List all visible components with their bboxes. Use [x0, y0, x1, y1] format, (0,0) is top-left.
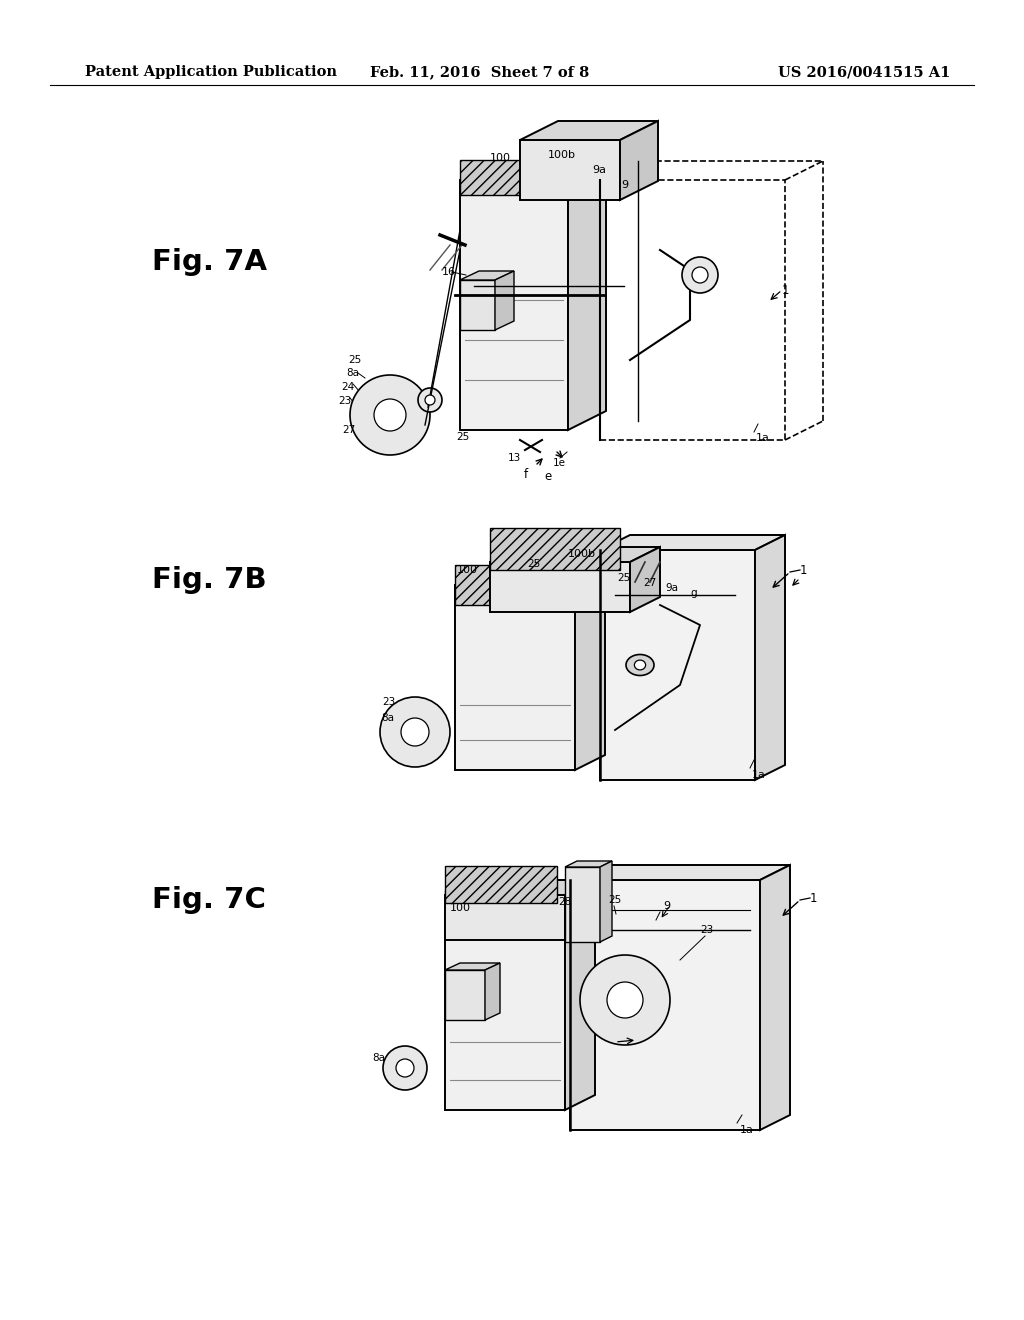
Text: f: f — [524, 467, 528, 480]
Polygon shape — [600, 550, 755, 780]
Polygon shape — [445, 880, 595, 895]
Text: 9a: 9a — [592, 165, 606, 176]
Text: 23: 23 — [338, 396, 351, 407]
Polygon shape — [490, 562, 630, 612]
Text: 9: 9 — [663, 902, 670, 911]
Polygon shape — [565, 880, 595, 940]
Circle shape — [692, 267, 708, 282]
Text: e: e — [544, 470, 551, 483]
Text: 100: 100 — [490, 153, 511, 162]
Polygon shape — [445, 900, 595, 915]
Circle shape — [383, 1045, 427, 1090]
Text: g: g — [690, 587, 696, 598]
Polygon shape — [565, 861, 612, 867]
Text: 28: 28 — [558, 898, 571, 907]
Circle shape — [418, 388, 442, 412]
Polygon shape — [455, 570, 605, 585]
Text: Fig. 7B: Fig. 7B — [152, 566, 266, 594]
Text: 1e: 1e — [553, 458, 566, 469]
Text: 13: 13 — [508, 453, 521, 463]
Bar — [460, 160, 568, 195]
Circle shape — [682, 257, 718, 293]
Polygon shape — [445, 964, 500, 970]
Polygon shape — [485, 964, 500, 1020]
Text: 8a: 8a — [346, 368, 359, 378]
Polygon shape — [495, 271, 514, 330]
Text: 24: 24 — [341, 381, 354, 392]
Text: US 2016/0041515 A1: US 2016/0041515 A1 — [777, 65, 950, 79]
Polygon shape — [520, 121, 658, 140]
Polygon shape — [460, 161, 606, 180]
Bar — [455, 565, 575, 605]
Polygon shape — [460, 280, 495, 330]
Bar — [490, 528, 620, 570]
Circle shape — [350, 375, 430, 455]
Text: 1: 1 — [800, 564, 808, 577]
Polygon shape — [460, 180, 568, 430]
Ellipse shape — [635, 660, 645, 671]
Polygon shape — [570, 880, 760, 1130]
Polygon shape — [755, 535, 785, 780]
Text: 1a: 1a — [752, 770, 766, 780]
Circle shape — [425, 395, 435, 405]
Circle shape — [580, 954, 670, 1045]
Polygon shape — [490, 546, 660, 562]
Text: 27: 27 — [643, 578, 656, 587]
Polygon shape — [520, 140, 620, 201]
Text: 25: 25 — [608, 895, 622, 906]
Text: 100: 100 — [457, 565, 478, 576]
Text: 25: 25 — [456, 432, 469, 442]
Polygon shape — [565, 867, 600, 942]
Polygon shape — [568, 161, 606, 430]
Bar — [445, 890, 565, 935]
Ellipse shape — [626, 655, 654, 676]
Circle shape — [374, 399, 406, 432]
Text: 27: 27 — [342, 425, 355, 436]
Text: 1a: 1a — [756, 433, 770, 444]
Text: Feb. 11, 2016  Sheet 7 of 8: Feb. 11, 2016 Sheet 7 of 8 — [371, 65, 590, 79]
Text: 23: 23 — [700, 925, 714, 935]
Text: 25: 25 — [348, 355, 361, 366]
Text: 23: 23 — [382, 697, 395, 708]
Text: 9: 9 — [621, 180, 628, 190]
Circle shape — [607, 982, 643, 1018]
Circle shape — [380, 697, 450, 767]
Text: 1: 1 — [782, 284, 790, 297]
Text: 100: 100 — [450, 903, 471, 913]
Polygon shape — [445, 915, 565, 1110]
Text: 25: 25 — [527, 558, 541, 569]
Text: 1: 1 — [810, 891, 817, 904]
Polygon shape — [760, 865, 790, 1130]
Text: 100b: 100b — [548, 150, 575, 160]
Text: 8a: 8a — [372, 1053, 385, 1063]
Circle shape — [396, 1059, 414, 1077]
Polygon shape — [600, 535, 785, 550]
Polygon shape — [455, 585, 575, 770]
Text: 25: 25 — [617, 573, 630, 583]
Text: Fig. 7A: Fig. 7A — [152, 248, 267, 276]
Polygon shape — [570, 865, 790, 880]
Polygon shape — [620, 121, 658, 201]
Circle shape — [401, 718, 429, 746]
Text: Patent Application Publication: Patent Application Publication — [85, 65, 337, 79]
Polygon shape — [565, 900, 595, 1110]
Text: 16: 16 — [442, 267, 456, 277]
Polygon shape — [445, 895, 565, 940]
Text: Fig. 7C: Fig. 7C — [152, 886, 266, 913]
Text: 9a: 9a — [665, 583, 678, 593]
Polygon shape — [600, 861, 612, 942]
Bar — [445, 866, 557, 903]
Text: 8a: 8a — [381, 713, 394, 723]
Polygon shape — [445, 970, 485, 1020]
Polygon shape — [460, 271, 514, 280]
Polygon shape — [630, 546, 660, 612]
Polygon shape — [575, 570, 605, 770]
Text: 1a: 1a — [740, 1125, 754, 1135]
Text: 100b: 100b — [568, 549, 596, 558]
